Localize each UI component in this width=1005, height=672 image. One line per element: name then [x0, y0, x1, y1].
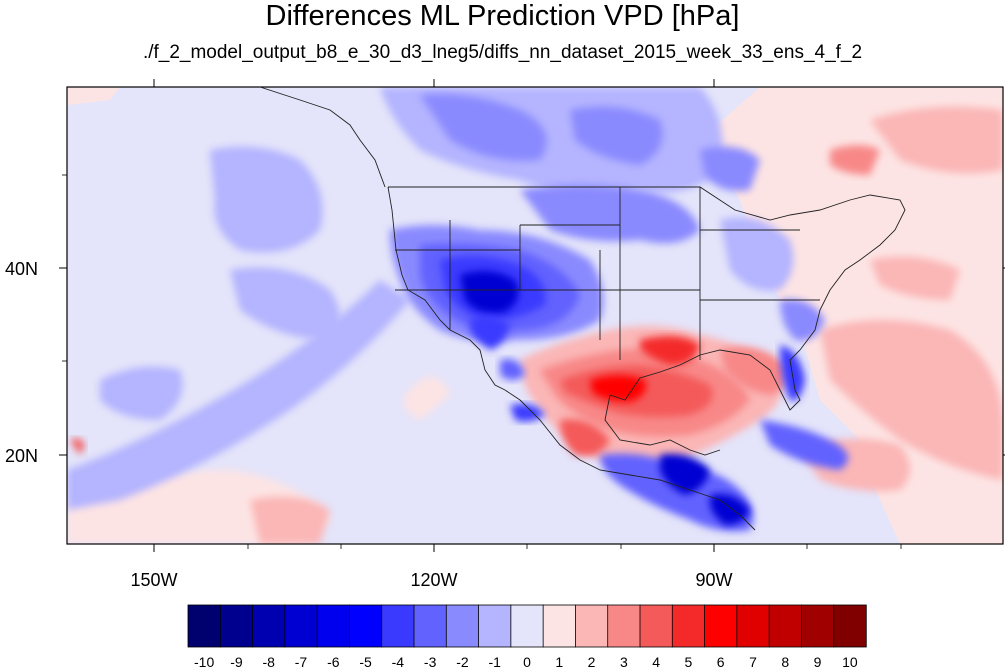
- colorbar-tick-label: -4: [392, 654, 405, 670]
- coastline-outlines: [259, 87, 906, 531]
- colorbar-swatch: [607, 604, 641, 648]
- colorbar-tick-label: 1: [555, 654, 563, 670]
- colorbar-tick-label: 0: [523, 654, 531, 670]
- colorbar-tick-label: 3: [620, 654, 628, 670]
- lon-tick-label: 120W: [410, 570, 457, 590]
- map-title: Differences ML Prediction VPD [hPa]: [265, 0, 740, 32]
- minor-ticks: [62, 174, 902, 549]
- colorbar-swatch: [187, 604, 221, 648]
- colorbar-tick-label: 5: [685, 654, 693, 670]
- lat-tick-label: 20N: [5, 446, 38, 466]
- colorbar-swatch: [349, 604, 383, 648]
- lon-tick-label: 90W: [695, 570, 732, 590]
- colorbar-tick-label: 2: [588, 654, 596, 670]
- colorbar-tick-label: -5: [359, 654, 372, 670]
- colorbar-labels: -10 -9 -8 -7 -6 -5 -4 -3 -2 -1 0 1 2 3 4 5 6 7 8 9 10: [194, 654, 858, 670]
- colorbar-swatch: [510, 604, 544, 648]
- colorbar-tick-label: 9: [814, 654, 822, 670]
- colorbar-swatch: [413, 604, 447, 648]
- difference-field: [67, 87, 1003, 544]
- colorbar-swatch: [833, 604, 867, 648]
- colorbar-swatch: [704, 604, 738, 648]
- colorbar-tick-label: -1: [488, 654, 501, 670]
- colorbar-tick-label: -7: [295, 654, 308, 670]
- colorbar-swatch: [671, 604, 706, 648]
- lat-tick-label: 40N: [5, 259, 38, 279]
- axis-labels: 150W 120W 90W 40N 20N: [5, 259, 733, 590]
- colorbar-tick-label: -3: [424, 654, 437, 670]
- colorbar-tick-label: 6: [717, 654, 725, 670]
- colorbar-swatch: [219, 604, 254, 648]
- map-subtitle: ./f_2_model_output_b8_e_30_d3_lneg5/diff…: [142, 42, 863, 63]
- colorbar-tick-label: -10: [194, 654, 214, 670]
- colorbar-tick-label: -9: [230, 654, 243, 670]
- map-frame: [66, 86, 1004, 545]
- colorbar-swatch: [252, 604, 286, 648]
- colorbar-tick-label: -2: [456, 654, 469, 670]
- colorbar-swatch: [381, 604, 415, 648]
- axis-ticks: [59, 79, 1005, 552]
- colorbar-swatch: [542, 604, 577, 648]
- colorbar-swatch: [639, 604, 673, 648]
- colorbar: [187, 604, 867, 648]
- colorbar-swatch: [768, 604, 803, 648]
- colorbar-tick-label: -6: [327, 654, 340, 670]
- colorbar-tick-label: 8: [781, 654, 789, 670]
- colorbar-tick-label: -8: [262, 654, 275, 670]
- colorbar-tick-label: 10: [842, 654, 858, 670]
- colorbar-tick-label: 4: [652, 654, 660, 670]
- colorbar-swatch: [284, 604, 318, 648]
- lon-tick-label: 150W: [130, 570, 177, 590]
- colorbar-swatch: [478, 604, 512, 648]
- colorbar-swatch: [575, 604, 609, 648]
- colorbar-tick-label: 7: [749, 654, 757, 670]
- colorbar-swatch: [801, 604, 835, 648]
- colorbar-swatch: [445, 604, 480, 648]
- colorbar-swatch: [316, 604, 351, 648]
- colorbar-swatch: [736, 604, 770, 648]
